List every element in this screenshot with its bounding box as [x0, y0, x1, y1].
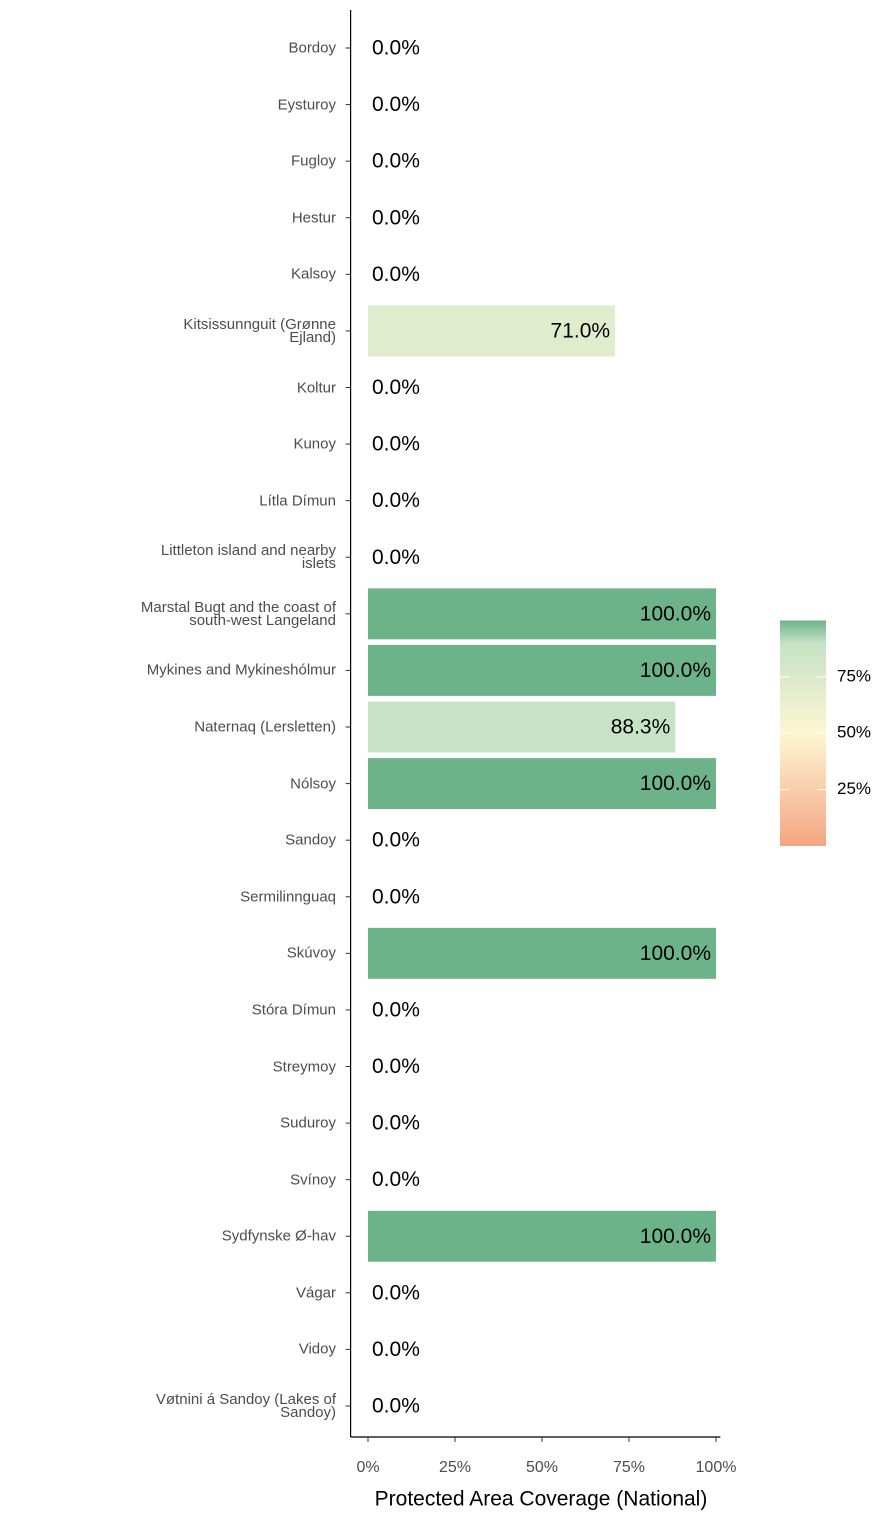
y-tick-label: Bordoy [288, 39, 336, 57]
x-tick-label: 25% [439, 1459, 471, 1476]
value-label: 0.0% [372, 998, 420, 1021]
x-tick-label: 100% [696, 1459, 737, 1476]
y-tick-label: Littleton island and nearby islets [160, 542, 336, 573]
y-tick-label: Vøtnini á Sandoy (Lakes of Sandoy) [155, 1391, 336, 1421]
value-label: 0.0% [372, 829, 420, 852]
value-label: 88.3% [611, 716, 671, 739]
value-label: 0.0% [372, 93, 420, 116]
x-tick-label: 50% [526, 1459, 558, 1476]
value-label: 100.0% [640, 602, 711, 625]
value-label: 0.0% [372, 1281, 420, 1304]
y-tick-label: Svínoy [290, 1171, 336, 1189]
value-label: 100.0% [640, 659, 711, 682]
value-label: 0.0% [372, 263, 420, 286]
y-tick-label: Suduroy [280, 1114, 336, 1132]
y-tick-label: Marstal Bugt and the coast of south-west… [140, 598, 336, 629]
value-label: 0.0% [372, 489, 420, 512]
y-tick-label: Lítla Dímun [259, 492, 336, 510]
y-tick-label: Stóra Dímun [251, 1001, 336, 1019]
value-label: 0.0% [372, 1395, 420, 1418]
y-tick-label: Streymoy [272, 1058, 336, 1075]
value-label: 0.0% [372, 885, 420, 908]
bar [368, 305, 616, 357]
value-label: 71.0% [551, 319, 611, 342]
value-label: 0.0% [372, 1112, 420, 1135]
value-label: 100.0% [640, 1225, 711, 1248]
colorbar-tick-label: 75% [837, 666, 871, 685]
y-tick-label: Kunoy [293, 435, 336, 453]
y-tick-label: Nólsoy [290, 775, 336, 793]
value-label: 100.0% [640, 772, 711, 795]
bar [368, 758, 716, 810]
x-tick-label: 0% [356, 1459, 379, 1476]
value-label: 0.0% [372, 150, 420, 173]
y-tick-label: Sandoy [285, 831, 336, 849]
y-tick-label: Skúvoy [286, 944, 336, 962]
x-axis-title: Protected Area Coverage (National) [375, 1488, 708, 1511]
value-label: 0.0% [372, 1168, 420, 1191]
y-tick-label: Koltur [296, 379, 336, 396]
value-label: 0.0% [372, 433, 420, 456]
y-tick-label: Naternaq (Lersletten) [194, 718, 336, 736]
x-tick-label: 75% [613, 1459, 645, 1476]
y-tick-label: Eysturoy [277, 96, 336, 114]
colorbar-tick-label: 50% [837, 723, 871, 742]
value-label: 100.0% [640, 942, 711, 965]
value-label: 0.0% [372, 37, 420, 60]
bar [368, 588, 716, 640]
y-tick-label: Vágar [295, 1284, 336, 1302]
bar [368, 701, 676, 753]
value-label: 0.0% [372, 1338, 420, 1361]
y-tick-label: Sydfynske Ø-hav [221, 1227, 336, 1245]
value-label: 0.0% [372, 376, 420, 399]
value-label: 0.0% [372, 206, 420, 229]
value-label: 0.0% [372, 1055, 420, 1078]
bar [368, 927, 716, 979]
bar [368, 1210, 716, 1262]
y-tick-label: Kalsoy [290, 265, 336, 283]
value-label: 0.0% [372, 546, 420, 569]
y-tick-label: Kitsissunnguit (Grønne Ejland) [183, 315, 336, 346]
y-tick-label: Fugloy [290, 152, 336, 170]
y-tick-label: Vidoy [298, 1340, 336, 1358]
y-tick-label: Mykines and Mykineshólmur [146, 661, 336, 679]
y-tick-label: Hestur [291, 209, 336, 227]
bar [368, 644, 716, 696]
colorbar-tick-label: 25% [837, 779, 871, 798]
y-tick-label: Sermilinnguaq [240, 888, 336, 906]
